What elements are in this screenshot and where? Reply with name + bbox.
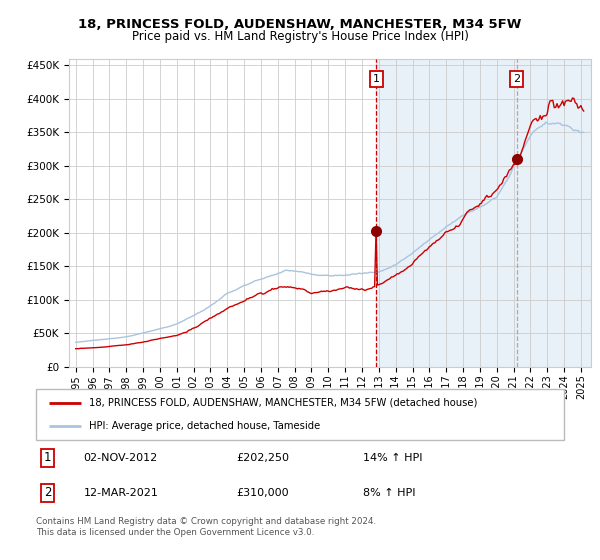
Text: 2: 2 bbox=[513, 74, 520, 84]
Text: Contains HM Land Registry data © Crown copyright and database right 2024.
This d: Contains HM Land Registry data © Crown c… bbox=[36, 517, 376, 536]
FancyBboxPatch shape bbox=[36, 389, 564, 440]
Text: 8% ↑ HPI: 8% ↑ HPI bbox=[364, 488, 416, 498]
Text: HPI: Average price, detached house, Tameside: HPI: Average price, detached house, Tame… bbox=[89, 421, 320, 431]
Text: Price paid vs. HM Land Registry's House Price Index (HPI): Price paid vs. HM Land Registry's House … bbox=[131, 30, 469, 44]
Text: 18, PRINCESS FOLD, AUDENSHAW, MANCHESTER, M34 5FW: 18, PRINCESS FOLD, AUDENSHAW, MANCHESTER… bbox=[79, 18, 521, 31]
Text: 1: 1 bbox=[373, 74, 380, 84]
Text: 1: 1 bbox=[44, 451, 52, 464]
Text: 12-MAR-2021: 12-MAR-2021 bbox=[83, 488, 158, 498]
Text: £310,000: £310,000 bbox=[236, 488, 289, 498]
Text: 2: 2 bbox=[44, 486, 52, 500]
Text: 14% ↑ HPI: 14% ↑ HPI bbox=[364, 453, 423, 463]
Text: 18, PRINCESS FOLD, AUDENSHAW, MANCHESTER, M34 5FW (detached house): 18, PRINCESS FOLD, AUDENSHAW, MANCHESTER… bbox=[89, 398, 477, 408]
Text: £202,250: £202,250 bbox=[236, 453, 290, 463]
Text: 02-NOV-2012: 02-NOV-2012 bbox=[83, 453, 158, 463]
Bar bbox=[376, 59, 598, 367]
